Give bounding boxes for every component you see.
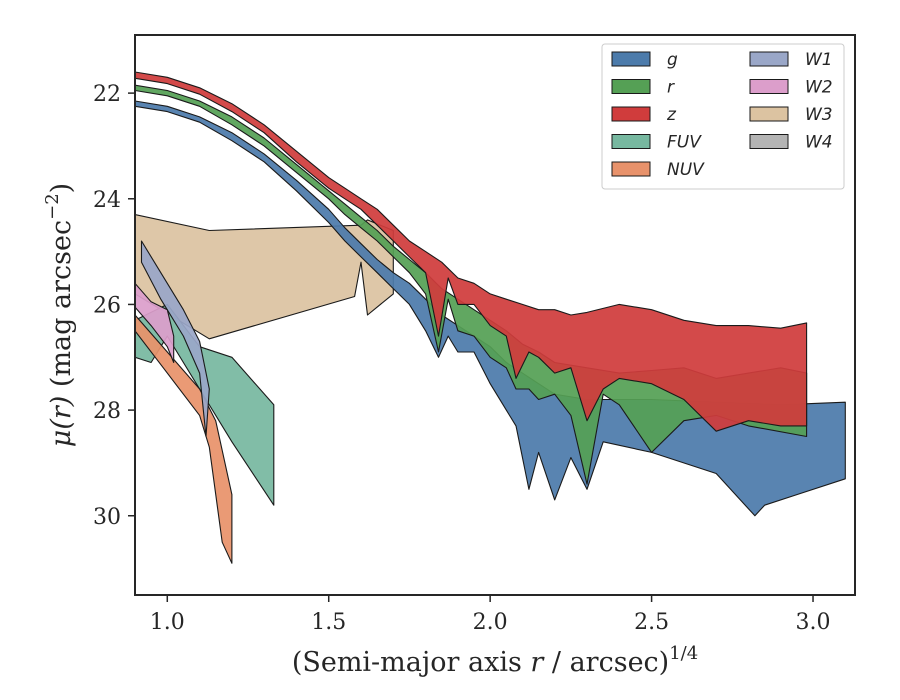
legend-label-nuv: NUV	[667, 160, 705, 180]
legend-swatch-w3	[749, 106, 789, 122]
legend-swatch-r	[611, 79, 651, 94]
x-axis-label: (Semi-major axis r / arcsec)1/4	[292, 643, 698, 678]
y-tick-label: 24	[93, 188, 121, 213]
y-tick-label: 30	[93, 505, 121, 530]
x-tick-label: 2.0	[473, 610, 508, 635]
legend-swatch-fuv	[611, 134, 651, 149]
y-tick-label: 28	[93, 399, 121, 424]
legend-swatch-nuv	[611, 161, 651, 177]
legend-label-w2: W2	[805, 78, 833, 98]
legend-label-r: r	[667, 78, 675, 98]
legend-swatch-z	[611, 106, 651, 122]
legend-label-z: z	[666, 105, 677, 125]
x-tick-label: 2.5	[634, 610, 669, 635]
legend-swatch-w1	[749, 51, 789, 67]
y-tick-label: 26	[93, 293, 121, 318]
legend-swatch-w2	[749, 79, 789, 94]
band-nuv	[135, 314, 233, 564]
data-bands	[135, 71, 846, 564]
y-axis-label: μ(r) (mag arcsec−2)	[42, 183, 77, 447]
x-tick-label: 1.0	[150, 610, 185, 635]
legend-label-w3: W3	[805, 105, 833, 125]
band-z	[135, 71, 808, 432]
x-tick-label: 3.0	[796, 610, 831, 635]
x-tick-label: 1.5	[311, 610, 346, 635]
y-tick-label: 22	[93, 82, 121, 107]
legend-label-fuv: FUV	[667, 133, 702, 153]
legend-label-g: g	[667, 50, 678, 70]
legend-label-w1: W1	[805, 50, 833, 70]
legend-label-w4: W4	[805, 133, 833, 153]
legend-swatch-g	[611, 51, 651, 67]
legend-swatch-w4	[749, 134, 789, 149]
y-axis: 22 24 26 28 30	[93, 82, 135, 530]
band-w1	[140, 240, 210, 438]
band-w2	[135, 282, 175, 364]
plot-frame	[134, 34, 856, 596]
x-axis: 1.0 1.5 2.0 2.5 3.0	[150, 595, 831, 635]
legend: grz FUV NUV W1 W2 W3 W4	[601, 43, 845, 190]
